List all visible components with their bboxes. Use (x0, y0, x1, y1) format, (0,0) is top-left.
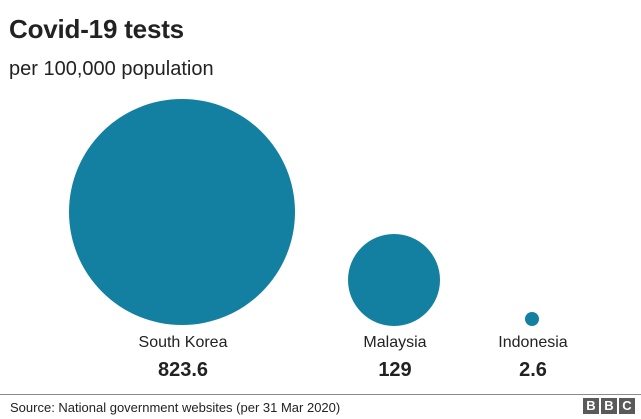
bubble-south-korea (69, 99, 295, 325)
chart-title: Covid-19 tests (9, 14, 184, 44)
bbc-logo: B B C (583, 398, 635, 414)
label-indonesia: Indonesia (498, 334, 568, 351)
value-malaysia: 129 (378, 359, 412, 381)
bbc-logo-letter-b2: B (601, 398, 617, 414)
footer-divider (0, 394, 641, 395)
label-south-korea: South Korea (138, 334, 228, 351)
bubble-indonesia (525, 312, 539, 326)
bbc-logo-letter-b1: B (583, 398, 599, 414)
label-malaysia: Malaysia (363, 334, 427, 351)
value-indonesia: 2.6 (519, 359, 547, 381)
source-note: Source: National government websites (pe… (10, 400, 341, 415)
value-south-korea: 823.6 (157, 359, 209, 381)
bubble-malaysia (348, 234, 440, 326)
bbc-logo-letter-c: C (619, 398, 635, 414)
chart-subtitle: per 100,000 population (9, 58, 214, 80)
